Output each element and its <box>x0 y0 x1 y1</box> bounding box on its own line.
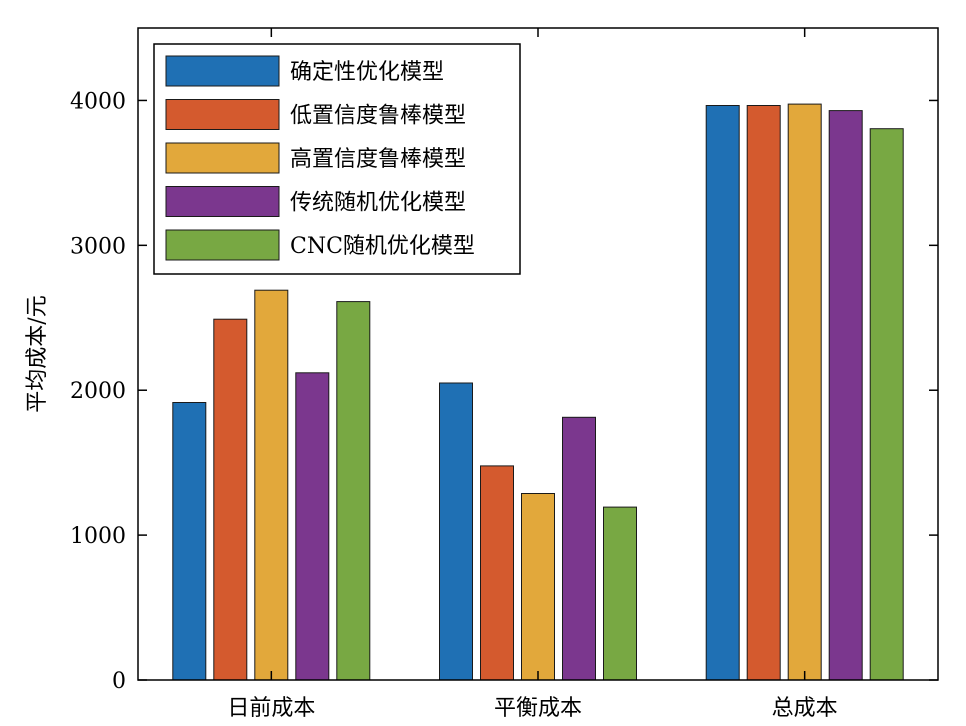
legend-swatch <box>165 142 280 174</box>
bar <box>746 105 781 681</box>
bar <box>254 289 289 681</box>
y-tick-label: 1000 <box>70 524 126 549</box>
bar <box>603 506 637 681</box>
bar <box>562 416 596 681</box>
x-axis: 日前成本 平衡成本 总成本 <box>227 28 838 721</box>
legend-swatch <box>165 99 280 130</box>
legend-label: 高置信度鲁棒模型 <box>290 147 466 172</box>
legend-swatch <box>165 186 280 217</box>
legend-swatch <box>165 55 280 87</box>
bar <box>439 382 473 681</box>
legend-swatch <box>165 229 280 261</box>
bar <box>480 465 514 681</box>
bar <box>172 402 207 681</box>
legend-label: CNC随机优化模型 <box>290 234 475 259</box>
y-axis: 0 1000 2000 3000 4000 <box>70 89 938 694</box>
legend-label: 传统随机优化模型 <box>290 191 466 216</box>
bar <box>705 105 740 681</box>
bars-group <box>172 103 904 681</box>
x-category-label: 平衡成本 <box>494 696 582 721</box>
y-tick-label: 0 <box>112 669 126 694</box>
y-tick-label: 2000 <box>70 379 126 404</box>
legend-label: 确定性优化模型 <box>290 60 444 85</box>
bar <box>213 318 248 681</box>
x-category-label: 总成本 <box>772 696 838 721</box>
y-axis-label: 平均成本/元 <box>25 295 50 412</box>
x-category-label: 日前成本 <box>227 696 315 721</box>
bar <box>295 372 330 681</box>
bar <box>336 301 371 681</box>
bar <box>521 493 555 681</box>
bar <box>869 128 904 681</box>
bar <box>787 103 822 681</box>
legend-label: 低置信度鲁棒模型 <box>290 104 466 129</box>
y-tick-label: 4000 <box>70 89 126 114</box>
bar <box>828 110 863 681</box>
y-tick-label: 3000 <box>70 234 126 259</box>
